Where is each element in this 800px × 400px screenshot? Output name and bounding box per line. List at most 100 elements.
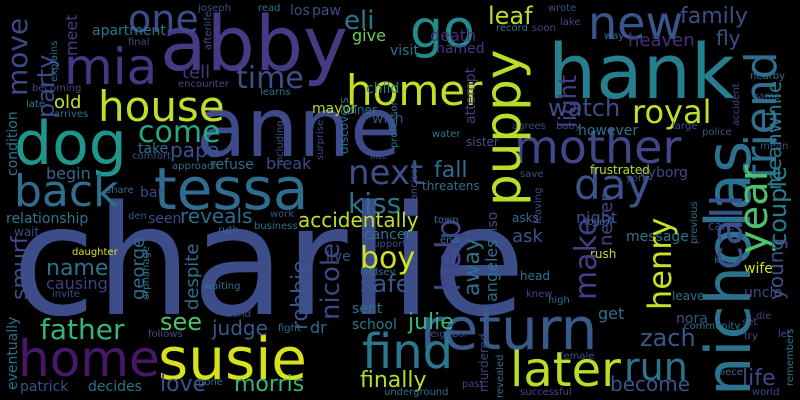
word-wife: wife: [744, 261, 773, 277]
word-including: including: [275, 120, 286, 166]
word-run: run: [624, 345, 688, 389]
word-night: night: [576, 208, 618, 227]
word-joseph: joseph: [198, 3, 231, 14]
word-smurf: smurf: [8, 236, 33, 300]
word-york: york: [626, 173, 648, 184]
word-rush: rush: [590, 247, 617, 261]
word-underground: underground: [384, 387, 449, 398]
word-way: way: [604, 31, 625, 42]
word-homer: homer: [346, 66, 483, 115]
word-share: share: [106, 185, 134, 196]
word-morris: morris: [234, 372, 305, 397]
word-gone: gone: [198, 377, 223, 388]
word-paw: paw: [312, 3, 341, 19]
word-finally: finally: [360, 368, 427, 393]
word-judge: judge: [212, 316, 268, 340]
word-patrick: patrick: [20, 379, 69, 395]
word-however: however: [578, 123, 639, 139]
word-asks: asks: [512, 211, 539, 225]
word-ask: ask: [512, 226, 543, 247]
word-fight: fight: [278, 323, 301, 334]
word-come: come: [138, 115, 221, 150]
word-bond: bond: [226, 309, 252, 320]
word-causing: causing: [46, 274, 108, 293]
word-leaving: leaving: [533, 187, 544, 224]
word-surprise: surprise: [315, 119, 326, 160]
word-school: school: [352, 317, 397, 333]
word-never: never: [596, 194, 617, 246]
word-decides: decides: [88, 379, 142, 395]
word-remembers: remembers: [785, 328, 796, 387]
word-light: light: [554, 74, 582, 128]
word-young: young: [764, 237, 788, 300]
word-away: away: [460, 238, 485, 296]
word-agrees: agrees: [512, 121, 546, 132]
word-wait: wait: [14, 225, 40, 239]
word-abby: abby: [160, 0, 349, 88]
word-begin: begin: [46, 164, 91, 183]
word-dr: dr: [310, 318, 327, 337]
word-los: los: [290, 3, 310, 19]
word-waiting: waiting: [204, 281, 241, 292]
word-puppy: puppy: [474, 49, 532, 207]
word-tessa: tessa: [154, 155, 309, 223]
word-seen: seen: [148, 211, 182, 227]
word-den: den: [128, 211, 147, 222]
word-reveals: reveals: [180, 204, 253, 228]
word-care: care: [708, 219, 735, 233]
word-diner: diner: [346, 103, 377, 117]
word-frustrated: frustrated: [590, 163, 650, 177]
word-like: like: [370, 151, 388, 162]
word-condition: condition: [5, 111, 21, 176]
word-robbie: robbie: [288, 260, 313, 330]
word-water: water: [432, 129, 461, 140]
word-susie: susie: [158, 325, 307, 393]
word-papa: papa: [170, 138, 220, 162]
word-past: past: [462, 379, 484, 390]
word-leaf: leaf: [488, 2, 533, 30]
word-father: father: [40, 313, 125, 346]
word-business: business: [254, 221, 298, 232]
word-threatens: threatens: [422, 179, 480, 193]
word-later: later: [510, 342, 621, 398]
word-death: death: [430, 26, 477, 45]
word-encounter: encounter: [178, 79, 229, 90]
word-give: give: [352, 26, 386, 45]
word-world: world: [752, 387, 780, 398]
word-one: one: [128, 0, 199, 41]
word-try: try: [744, 331, 758, 342]
word-move: move: [1, 17, 34, 96]
word-safe: safe: [360, 270, 411, 298]
word-previous: previous: [689, 201, 700, 244]
word-support: support: [368, 239, 407, 250]
word-eventually: eventually: [5, 316, 21, 390]
word-heaven: heaven: [628, 30, 695, 51]
word-also: also: [485, 211, 501, 240]
word-cancer: cancer: [364, 227, 412, 243]
word-arrives: arrives: [54, 109, 89, 120]
word-keep: keep: [714, 255, 739, 266]
word-revealed: revealed: [495, 354, 506, 398]
word-back: back: [14, 166, 119, 217]
word-break: break: [266, 154, 312, 173]
word-attempt: attempt: [463, 67, 479, 124]
word-family: family: [680, 4, 748, 29]
word-baby: baby: [556, 121, 581, 132]
word-accidentally: accidentally: [298, 208, 419, 232]
word-afterlife: afterlife: [203, 11, 214, 50]
word-boy: boy: [360, 241, 416, 276]
word-mayor: mayor: [312, 101, 357, 117]
word-message: message: [626, 229, 689, 245]
word-sister: sister: [466, 135, 499, 149]
word-return: return: [420, 295, 598, 363]
word-see: see: [160, 308, 203, 336]
word-high: high: [548, 295, 570, 306]
word-royal: royal: [632, 93, 712, 131]
word-house: house: [98, 82, 225, 131]
word-neighbor: neighbor: [424, 329, 469, 340]
word-julie: julie: [408, 310, 454, 335]
word-wrote: wrote: [548, 3, 577, 14]
word-life: life: [742, 366, 776, 391]
word-murdered: murdered: [477, 333, 491, 392]
